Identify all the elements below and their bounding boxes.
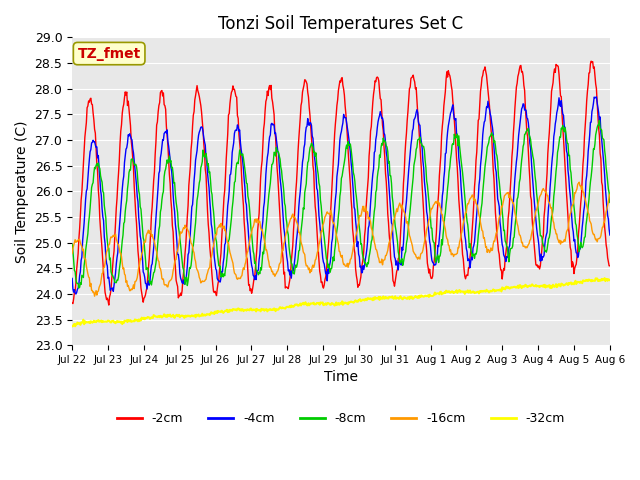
-4cm bbox=[423, 209, 431, 215]
-2cm bbox=[423, 248, 431, 253]
Line: -4cm: -4cm bbox=[72, 97, 610, 294]
-32cm bbox=[133, 318, 141, 324]
Line: -8cm: -8cm bbox=[72, 120, 610, 288]
-16cm bbox=[407, 238, 415, 243]
-2cm bbox=[78, 189, 86, 195]
Line: -32cm: -32cm bbox=[72, 278, 610, 326]
-2cm bbox=[407, 75, 415, 81]
-8cm bbox=[189, 245, 196, 251]
-16cm bbox=[189, 244, 196, 250]
-4cm bbox=[79, 238, 86, 244]
-8cm bbox=[596, 118, 604, 123]
Line: -2cm: -2cm bbox=[72, 61, 610, 305]
-16cm bbox=[68, 251, 76, 256]
-16cm bbox=[423, 227, 431, 232]
-2cm bbox=[606, 263, 614, 269]
-16cm bbox=[134, 270, 142, 276]
-8cm bbox=[606, 200, 614, 205]
-8cm bbox=[217, 274, 225, 280]
-4cm bbox=[68, 276, 76, 281]
-32cm bbox=[78, 320, 86, 325]
-16cm bbox=[91, 293, 99, 299]
-2cm bbox=[588, 58, 595, 64]
-8cm bbox=[68, 241, 76, 247]
Text: TZ_fmet: TZ_fmet bbox=[77, 47, 141, 60]
-2cm bbox=[189, 123, 196, 129]
-2cm bbox=[134, 248, 142, 254]
-4cm bbox=[189, 202, 196, 207]
-2cm bbox=[105, 302, 113, 308]
-32cm bbox=[601, 275, 609, 281]
Y-axis label: Soil Temperature (C): Soil Temperature (C) bbox=[15, 120, 29, 263]
-32cm bbox=[406, 294, 414, 300]
Title: Tonzi Soil Temperatures Set C: Tonzi Soil Temperatures Set C bbox=[218, 15, 463, 33]
-32cm bbox=[68, 324, 76, 329]
-4cm bbox=[593, 94, 600, 100]
Legend: -2cm, -4cm, -8cm, -16cm, -32cm: -2cm, -4cm, -8cm, -16cm, -32cm bbox=[112, 407, 570, 430]
-16cm bbox=[217, 220, 225, 226]
X-axis label: Time: Time bbox=[324, 371, 358, 384]
Line: -16cm: -16cm bbox=[72, 182, 610, 296]
-8cm bbox=[134, 180, 142, 186]
-32cm bbox=[606, 277, 614, 283]
-8cm bbox=[75, 285, 83, 291]
-8cm bbox=[423, 178, 431, 184]
-32cm bbox=[422, 293, 429, 299]
-2cm bbox=[68, 300, 76, 306]
-8cm bbox=[407, 198, 415, 204]
-16cm bbox=[575, 180, 583, 185]
-32cm bbox=[216, 309, 224, 314]
-8cm bbox=[79, 274, 86, 279]
-32cm bbox=[188, 312, 196, 318]
-16cm bbox=[606, 192, 614, 197]
-4cm bbox=[134, 199, 142, 204]
-4cm bbox=[72, 291, 80, 297]
-4cm bbox=[217, 275, 225, 281]
-16cm bbox=[78, 244, 86, 250]
-2cm bbox=[217, 251, 225, 256]
-4cm bbox=[606, 232, 614, 238]
-4cm bbox=[407, 142, 415, 148]
